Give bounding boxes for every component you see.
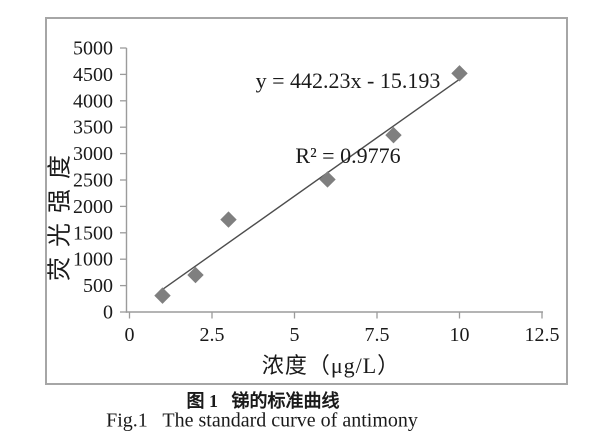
- y-axis-title: 荧光强度: [47, 145, 74, 281]
- x-tick-label: 7.5: [365, 324, 390, 346]
- figure-caption-chinese: 图 1 锑的标准曲线: [186, 391, 340, 411]
- r-squared-value: R² = 0.9776: [295, 143, 401, 168]
- y-tick-label: 1500: [73, 222, 113, 244]
- x-tick-label: 10: [450, 324, 470, 346]
- trendline: [159, 78, 461, 292]
- x-tick-label: 12.5: [525, 324, 560, 346]
- x-axis-title: 浓度（μg/L）: [261, 353, 401, 378]
- y-tick-label: 4000: [73, 90, 113, 112]
- y-tick-label: 4500: [73, 64, 113, 86]
- y-tick-label: 500: [83, 275, 113, 297]
- y-tick-label: 5000: [73, 38, 113, 60]
- data-point-marker: [385, 126, 402, 144]
- y-tick-label: 3000: [73, 143, 113, 165]
- data-point-marker: [187, 266, 204, 284]
- y-tick-label: 2500: [73, 170, 113, 192]
- trendline-equation: y = 442.23x - 15.193: [255, 68, 441, 93]
- data-point-marker: [154, 287, 171, 304]
- trendline-annotation: y = 442.23x - 15.193 R² = 0.9776: [256, 18, 441, 193]
- y-tick-label: 2000: [73, 196, 113, 218]
- x-tick-label: 5: [290, 324, 300, 346]
- data-point-marker: [451, 65, 468, 82]
- y-tick-label: 1000: [73, 249, 113, 271]
- chart-border: [45, 17, 568, 385]
- y-tick-label: 3500: [73, 117, 113, 139]
- figure-caption-english: Fig.1 The standard curve of antimony: [106, 409, 418, 432]
- data-point-marker: [319, 171, 336, 188]
- data-point-marker: [220, 211, 237, 228]
- y-tick-label: 0: [103, 302, 113, 324]
- x-tick-label: 2.5: [200, 324, 225, 346]
- x-tick-label: 0: [125, 324, 135, 346]
